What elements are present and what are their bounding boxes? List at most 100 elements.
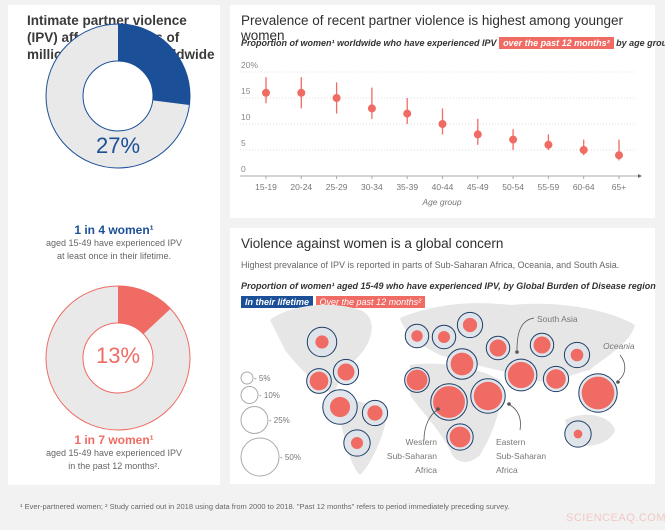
- bubble-past12: [489, 339, 507, 357]
- legend-lifetime: In their lifetime: [241, 296, 314, 308]
- data-point: [438, 120, 447, 128]
- donut2-label: 13%: [95, 343, 141, 368]
- data-point: [544, 140, 553, 149]
- donut2-line2: in the past 12 months².: [68, 461, 160, 471]
- data-point: [403, 109, 412, 118]
- y-tick-label: 0: [241, 164, 246, 174]
- data-point: [297, 88, 306, 97]
- x-tick-label: 50-54: [502, 182, 524, 192]
- bubble-past12: [473, 381, 503, 411]
- donut1-line2: at least once in their lifetime.: [56, 251, 172, 261]
- arrow-head-icon: [507, 402, 511, 406]
- x-axis-label: Age group: [421, 197, 461, 207]
- x-tick-label: 55-59: [538, 182, 560, 192]
- legend-past12: Over the past 12 months²: [315, 296, 426, 308]
- size-legend-label: - 10%: [259, 391, 280, 400]
- bubble-past12: [450, 352, 474, 376]
- bubble-past12: [329, 396, 351, 418]
- donut1-headline: 1 in 4 women¹: [74, 223, 154, 237]
- size-legend-circle: [240, 371, 254, 385]
- data-point: [367, 104, 376, 113]
- donut1-line1: aged 15-49 have experienced IPV: [45, 238, 183, 248]
- donut2-hole: [82, 322, 154, 394]
- size-legend-circle: [240, 385, 259, 405]
- bubble-past12: [462, 317, 478, 333]
- y-tick-label: 5: [241, 138, 246, 148]
- donut2-segment: [118, 286, 171, 335]
- bubble-past12: [533, 336, 551, 354]
- size-legend-label: - 5%: [254, 374, 270, 383]
- map-legend: In their lifetime Over the past 12 month…: [241, 296, 426, 308]
- size-legend-label: - 25%: [269, 416, 290, 425]
- annotation-arrow: [618, 354, 626, 381]
- watermark: SCIENCEAQ.COM: [566, 512, 665, 524]
- x-tick-label: 60-64: [573, 182, 595, 192]
- data-point: [579, 146, 588, 154]
- x-tick-label: 15-19: [255, 182, 277, 192]
- donut2-headline: 1 in 7 women¹: [74, 433, 154, 447]
- data-point: [473, 130, 482, 139]
- x-tick-label: 20-24: [290, 182, 312, 192]
- age-chart-title: Prevalence of recent partner violence is…: [241, 13, 623, 43]
- annotation-western-2: Sub-Saharan: [387, 451, 437, 461]
- donut1-label: 27%: [95, 133, 141, 158]
- annotation-western-3: Africa: [415, 465, 437, 475]
- annotation-arrow: [423, 409, 438, 441]
- donut2-line1: aged 15-49 have experienced IPV: [45, 448, 183, 458]
- bubble-past12: [437, 330, 451, 344]
- bubble-past12: [309, 371, 329, 391]
- size-legend-circle: [240, 406, 269, 434]
- donut1-caption: 1 in 4 women¹ aged 15-49 have experience…: [8, 224, 220, 263]
- annotation-arrow: [516, 317, 535, 351]
- x-tick-label: 40-44: [432, 182, 454, 192]
- data-point: [332, 94, 341, 102]
- footnote: ¹ Ever-partnered women; ² Study carried …: [20, 502, 510, 511]
- bubble-past12: [573, 429, 583, 439]
- past12-tag: over the past 12 months²: [499, 37, 614, 49]
- map-description: Highest prevalance of IPV is reported in…: [241, 260, 620, 270]
- bubble-past12: [367, 405, 383, 421]
- bubble-past12: [350, 436, 364, 450]
- donut-charts: [45, 23, 191, 431]
- age-subtitle-post: by age group: [616, 38, 665, 48]
- bubble-past12: [581, 376, 615, 410]
- donut2-caption: 1 in 7 women¹ aged 15-49 have experience…: [8, 434, 220, 473]
- donut1-segment: [118, 24, 190, 106]
- x-tick-label: 25-29: [326, 182, 348, 192]
- map-title: Violence against women is a global conce…: [241, 236, 504, 251]
- x-tick-label: 65+: [612, 182, 626, 192]
- annotation-arrow: [509, 404, 521, 431]
- bubble-past12: [411, 330, 423, 342]
- annotation-western-1: Western: [406, 437, 438, 447]
- arrow-head-icon: [616, 380, 620, 384]
- bubble-past12: [570, 348, 584, 362]
- age-subtitle-pre: Proportion of women¹ worldwide who have …: [241, 38, 497, 48]
- x-axis-arrow: [638, 174, 642, 178]
- bubble-past12: [507, 361, 535, 389]
- bubble-past12: [449, 426, 471, 448]
- size-legend-label: - 50%: [280, 453, 301, 462]
- bubble-past12: [406, 369, 428, 391]
- x-tick-label: 30-34: [361, 182, 383, 192]
- y-tick-label: 20%: [241, 60, 258, 70]
- data-point: [262, 88, 270, 97]
- bubble-past12: [546, 369, 566, 389]
- annotation-eastern-1: Eastern: [496, 437, 526, 447]
- annotation-oceania: Oceania: [603, 341, 635, 351]
- y-tick-label: 10: [241, 112, 251, 122]
- bubble-past12: [337, 363, 355, 381]
- age-chart-subtitle: Proportion of women¹ worldwide who have …: [241, 37, 665, 49]
- donut1-hole: [82, 60, 154, 132]
- bubble-past12: [433, 386, 465, 418]
- size-legend-circle: [240, 437, 280, 477]
- annotation-eastern-3: Africa: [496, 465, 518, 475]
- arrow-head-icon: [515, 350, 519, 354]
- arrow-head-icon: [436, 407, 440, 411]
- age-chart: 0 5 10 15 20% 15-19 20-24 25-29 30-34 35-39 40-44 4…: [240, 60, 642, 207]
- bubble-past12: [315, 335, 329, 349]
- x-tick-label: 45-49: [467, 182, 489, 192]
- y-tick-label: 15: [241, 86, 251, 96]
- annotation-eastern-2: Sub-Saharan: [496, 451, 546, 461]
- data-point: [509, 135, 518, 144]
- annotation-south-asia: South Asia: [537, 314, 578, 324]
